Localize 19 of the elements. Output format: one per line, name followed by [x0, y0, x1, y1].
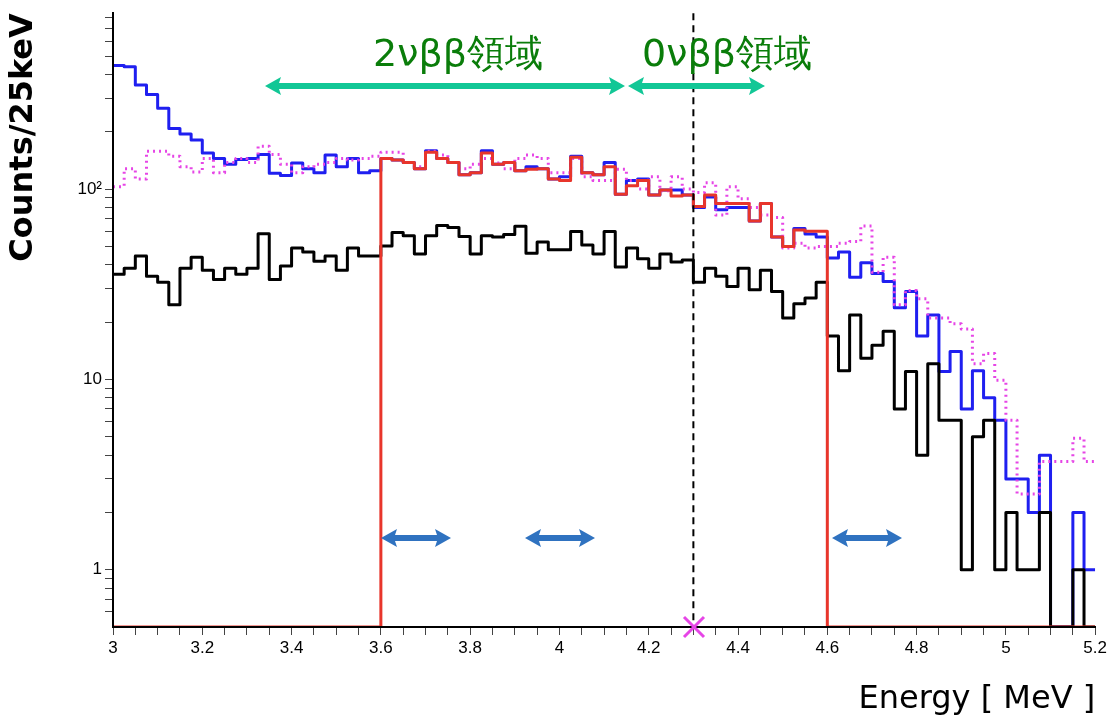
- x-tick-label: 4.4: [726, 637, 750, 657]
- x-tick-label: 4.2: [636, 637, 661, 657]
- x-tick-label: 5: [1001, 637, 1011, 657]
- x-tick-label: 3.2: [190, 637, 215, 657]
- y-tick-label: 10: [83, 369, 102, 389]
- x-tick-label: 3.8: [458, 637, 482, 657]
- y-tick-label: 1: [92, 559, 102, 579]
- y-tick-label: 10²: [77, 178, 103, 198]
- x-tick-label: 4.6: [815, 637, 840, 657]
- x-tick-label: 5.2: [1083, 637, 1107, 657]
- annotation: 2νββ領域: [373, 31, 543, 76]
- x-axis-title: Energy [ MeV ]: [858, 678, 1096, 717]
- x-tick-label: 3.4: [279, 637, 304, 657]
- y-axis-title: Counts/25keV: [1, 12, 40, 262]
- x-tick-label: 3: [108, 637, 118, 657]
- x-tick-label: 4.8: [904, 637, 929, 657]
- x-tick-label: 3.6: [369, 637, 393, 657]
- annotation: 0νββ領域: [642, 31, 812, 76]
- x-tick-label: 4: [554, 637, 565, 657]
